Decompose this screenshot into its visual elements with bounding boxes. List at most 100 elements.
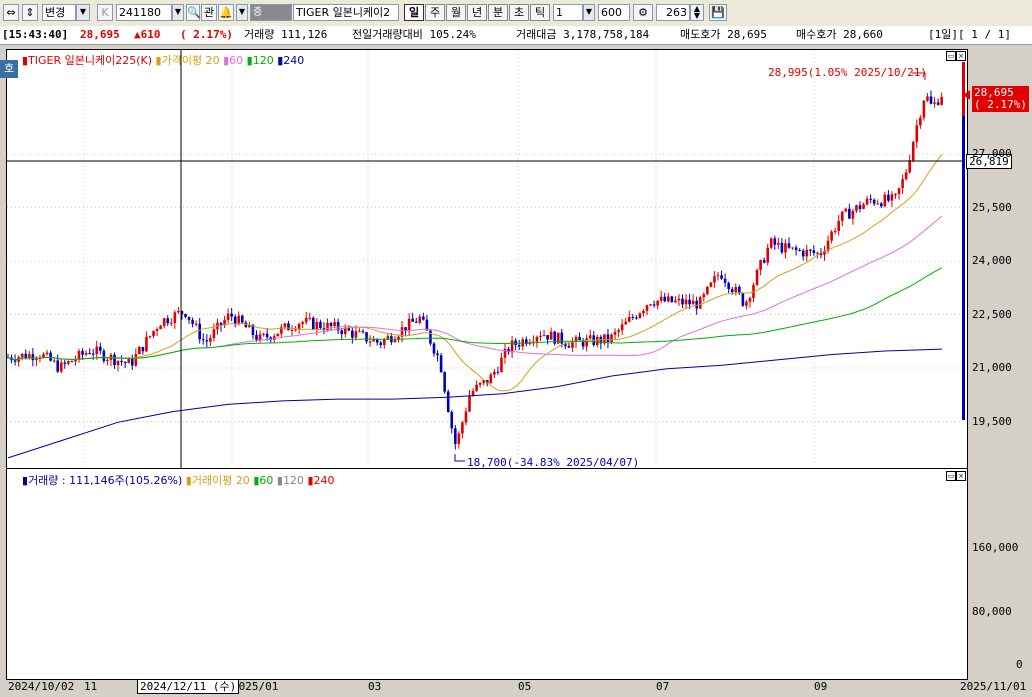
candle-body: [844, 208, 848, 212]
candle-body: [393, 339, 397, 343]
search-icon[interactable]: 🔍: [186, 4, 201, 21]
candle-body: [840, 211, 844, 221]
candle-body: [585, 338, 588, 347]
price-y-tick: 21,000: [972, 361, 1012, 374]
candle-body: [120, 360, 123, 362]
candle-body: [777, 242, 780, 245]
chevron-down-icon[interactable]: ▼: [583, 4, 595, 21]
candle-body: [155, 329, 159, 331]
interval-input[interactable]: 1: [553, 4, 583, 21]
candle-body: [698, 297, 702, 309]
chevron-down-icon[interactable]: ▼: [172, 4, 184, 21]
candle-body: [681, 298, 684, 305]
close-icon[interactable]: ×: [956, 51, 966, 61]
period-tab-6[interactable]: 틱: [530, 4, 550, 21]
volume-y-tick: 0: [1016, 658, 1023, 671]
change-select[interactable]: 변경: [42, 4, 76, 21]
volume-chart-panel[interactable]: [6, 468, 968, 680]
candle-body: [787, 243, 791, 248]
candle-body: [880, 203, 883, 207]
candle-body: [425, 319, 429, 331]
candle-body: [237, 315, 241, 325]
candle-body: [159, 325, 162, 330]
candle-body: [769, 238, 773, 248]
trade-value: 거래대금 3,178,758,184: [516, 28, 650, 41]
candle-body: [578, 336, 581, 341]
stock-code-input[interactable]: 241180: [116, 4, 172, 21]
k-button[interactable]: K: [97, 4, 113, 21]
period-tab-3[interactable]: 년: [467, 4, 487, 21]
candle-body: [872, 199, 876, 204]
volume-title: ▮거래량 : 111,146주(105.26%): [22, 474, 183, 487]
period-tab-4[interactable]: 분: [488, 4, 508, 21]
prev-next-arrows-button[interactable]: ⇔: [3, 4, 19, 21]
candle-body: [713, 276, 716, 283]
maximize-icon[interactable]: ▭: [946, 471, 956, 481]
candle-body: [42, 354, 45, 358]
candle-body: [31, 354, 35, 361]
visible-count-input[interactable]: 263: [656, 4, 690, 21]
chevron-down-icon[interactable]: ▼: [76, 4, 90, 21]
crosshair-price-tag: 26,819: [966, 154, 1012, 169]
close-icon[interactable]: ×: [956, 471, 966, 481]
maximize-icon[interactable]: ▭: [946, 51, 956, 61]
stepper-icon[interactable]: ▲ ▼: [690, 4, 704, 21]
up-down-arrows-button[interactable]: ⇕: [22, 4, 38, 21]
candle-body: [539, 335, 542, 337]
candle-body: [933, 102, 936, 104]
candle-body: [890, 194, 894, 201]
period-tab-5[interactable]: 초: [509, 4, 529, 21]
low-annotation: 18,700(-34.83% 2025/04/07): [467, 456, 640, 469]
price-chart-panel[interactable]: [6, 49, 968, 469]
ma20-line: [7, 154, 943, 392]
candle-body: [343, 327, 347, 335]
candle-body: [187, 316, 191, 320]
candle-body: [91, 353, 95, 355]
crosshair-date-tag: 2024/12/11 (수): [137, 679, 240, 694]
x-axis-label: 11: [84, 680, 98, 693]
low-arrow: [454, 454, 465, 462]
candle-body: [170, 322, 173, 324]
save-icon[interactable]: 💾: [709, 4, 727, 21]
candle-body: [400, 327, 404, 337]
candle-body: [74, 359, 77, 362]
x-axis-label: 2025/11/01: [960, 680, 1027, 693]
chevron-down-icon[interactable]: ▼: [236, 4, 248, 21]
candle-body: [304, 317, 308, 323]
candle-body: [748, 297, 752, 302]
candle-body: [656, 300, 659, 306]
candle-body: [780, 242, 784, 253]
candle-body: [546, 335, 549, 340]
settings-icon[interactable]: ⚙: [633, 4, 653, 21]
candle-body: [411, 318, 414, 322]
count-input[interactable]: 600: [598, 4, 630, 21]
candle-body: [35, 358, 38, 361]
candle-body: [684, 299, 688, 305]
price-y-tick: 25,500: [972, 200, 1012, 214]
candle-body: [855, 205, 858, 211]
candle-body: [138, 346, 141, 355]
period-tab-1[interactable]: 주: [425, 4, 445, 21]
candle-body: [908, 160, 911, 173]
related-button[interactable]: 관: [201, 4, 217, 21]
candle-body: [84, 353, 88, 355]
candle-body: [209, 337, 212, 342]
ma120-line: [7, 267, 942, 361]
candle-body: [791, 247, 794, 249]
bid-price: 매수호가 28,660: [796, 28, 883, 41]
period-tab-0[interactable]: 일: [404, 4, 424, 21]
vma120-label: ▮120: [276, 474, 304, 487]
side-tab[interactable]: 호: [0, 60, 18, 78]
period-tab-2[interactable]: 월: [446, 4, 466, 21]
candle-body: [127, 359, 130, 364]
candle-body: [280, 326, 283, 334]
bell-icon[interactable]: 🔔: [218, 4, 234, 21]
candle-body: [851, 210, 855, 219]
candle-body: [485, 379, 489, 384]
candle-body: [564, 343, 567, 347]
candle-body: [489, 374, 493, 384]
candle-body: [368, 341, 372, 343]
candle-body: [510, 340, 514, 353]
x-axis-label: 2024/10/02: [8, 680, 75, 693]
